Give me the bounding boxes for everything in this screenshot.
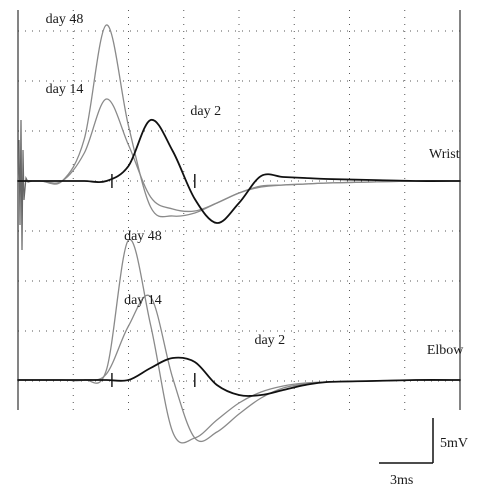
label-elbow-day-2: day 2 [254, 333, 285, 348]
trace-elbow-day-2 [17, 356, 461, 397]
traces [17, 24, 461, 444]
label-wrist-day-2: day 2 [190, 104, 221, 119]
grid [18, 10, 460, 410]
labels: day 48 day 14 day 2 day 48 day 14 day 2 Wrist E… [46, 12, 465, 358]
label-wrist-wrist: Wrist [429, 147, 460, 162]
scale-bar-voltage-label: 5mV [440, 436, 468, 451]
trace-wrist-day-14 [17, 98, 461, 213]
trace-wrist-day-48 [17, 24, 461, 218]
label-wrist-day-14: day 14 [46, 82, 84, 97]
trace-elbow-day-14 [17, 294, 461, 443]
chart-frame [17, 10, 461, 410]
label-elbow-day-14: day 14 [124, 293, 162, 308]
label-elbow-day-48: day 48 [124, 229, 162, 244]
stimulus-artifact [17, 119, 33, 251]
scale-bar: 5mV 3ms [379, 418, 468, 488]
label-wrist-day-48: day 48 [46, 12, 84, 27]
scale-bar-time-label: 3ms [390, 473, 413, 488]
trace-wrist-day-2 [17, 119, 461, 224]
label-elbow-elbow: Elbow [427, 343, 464, 358]
